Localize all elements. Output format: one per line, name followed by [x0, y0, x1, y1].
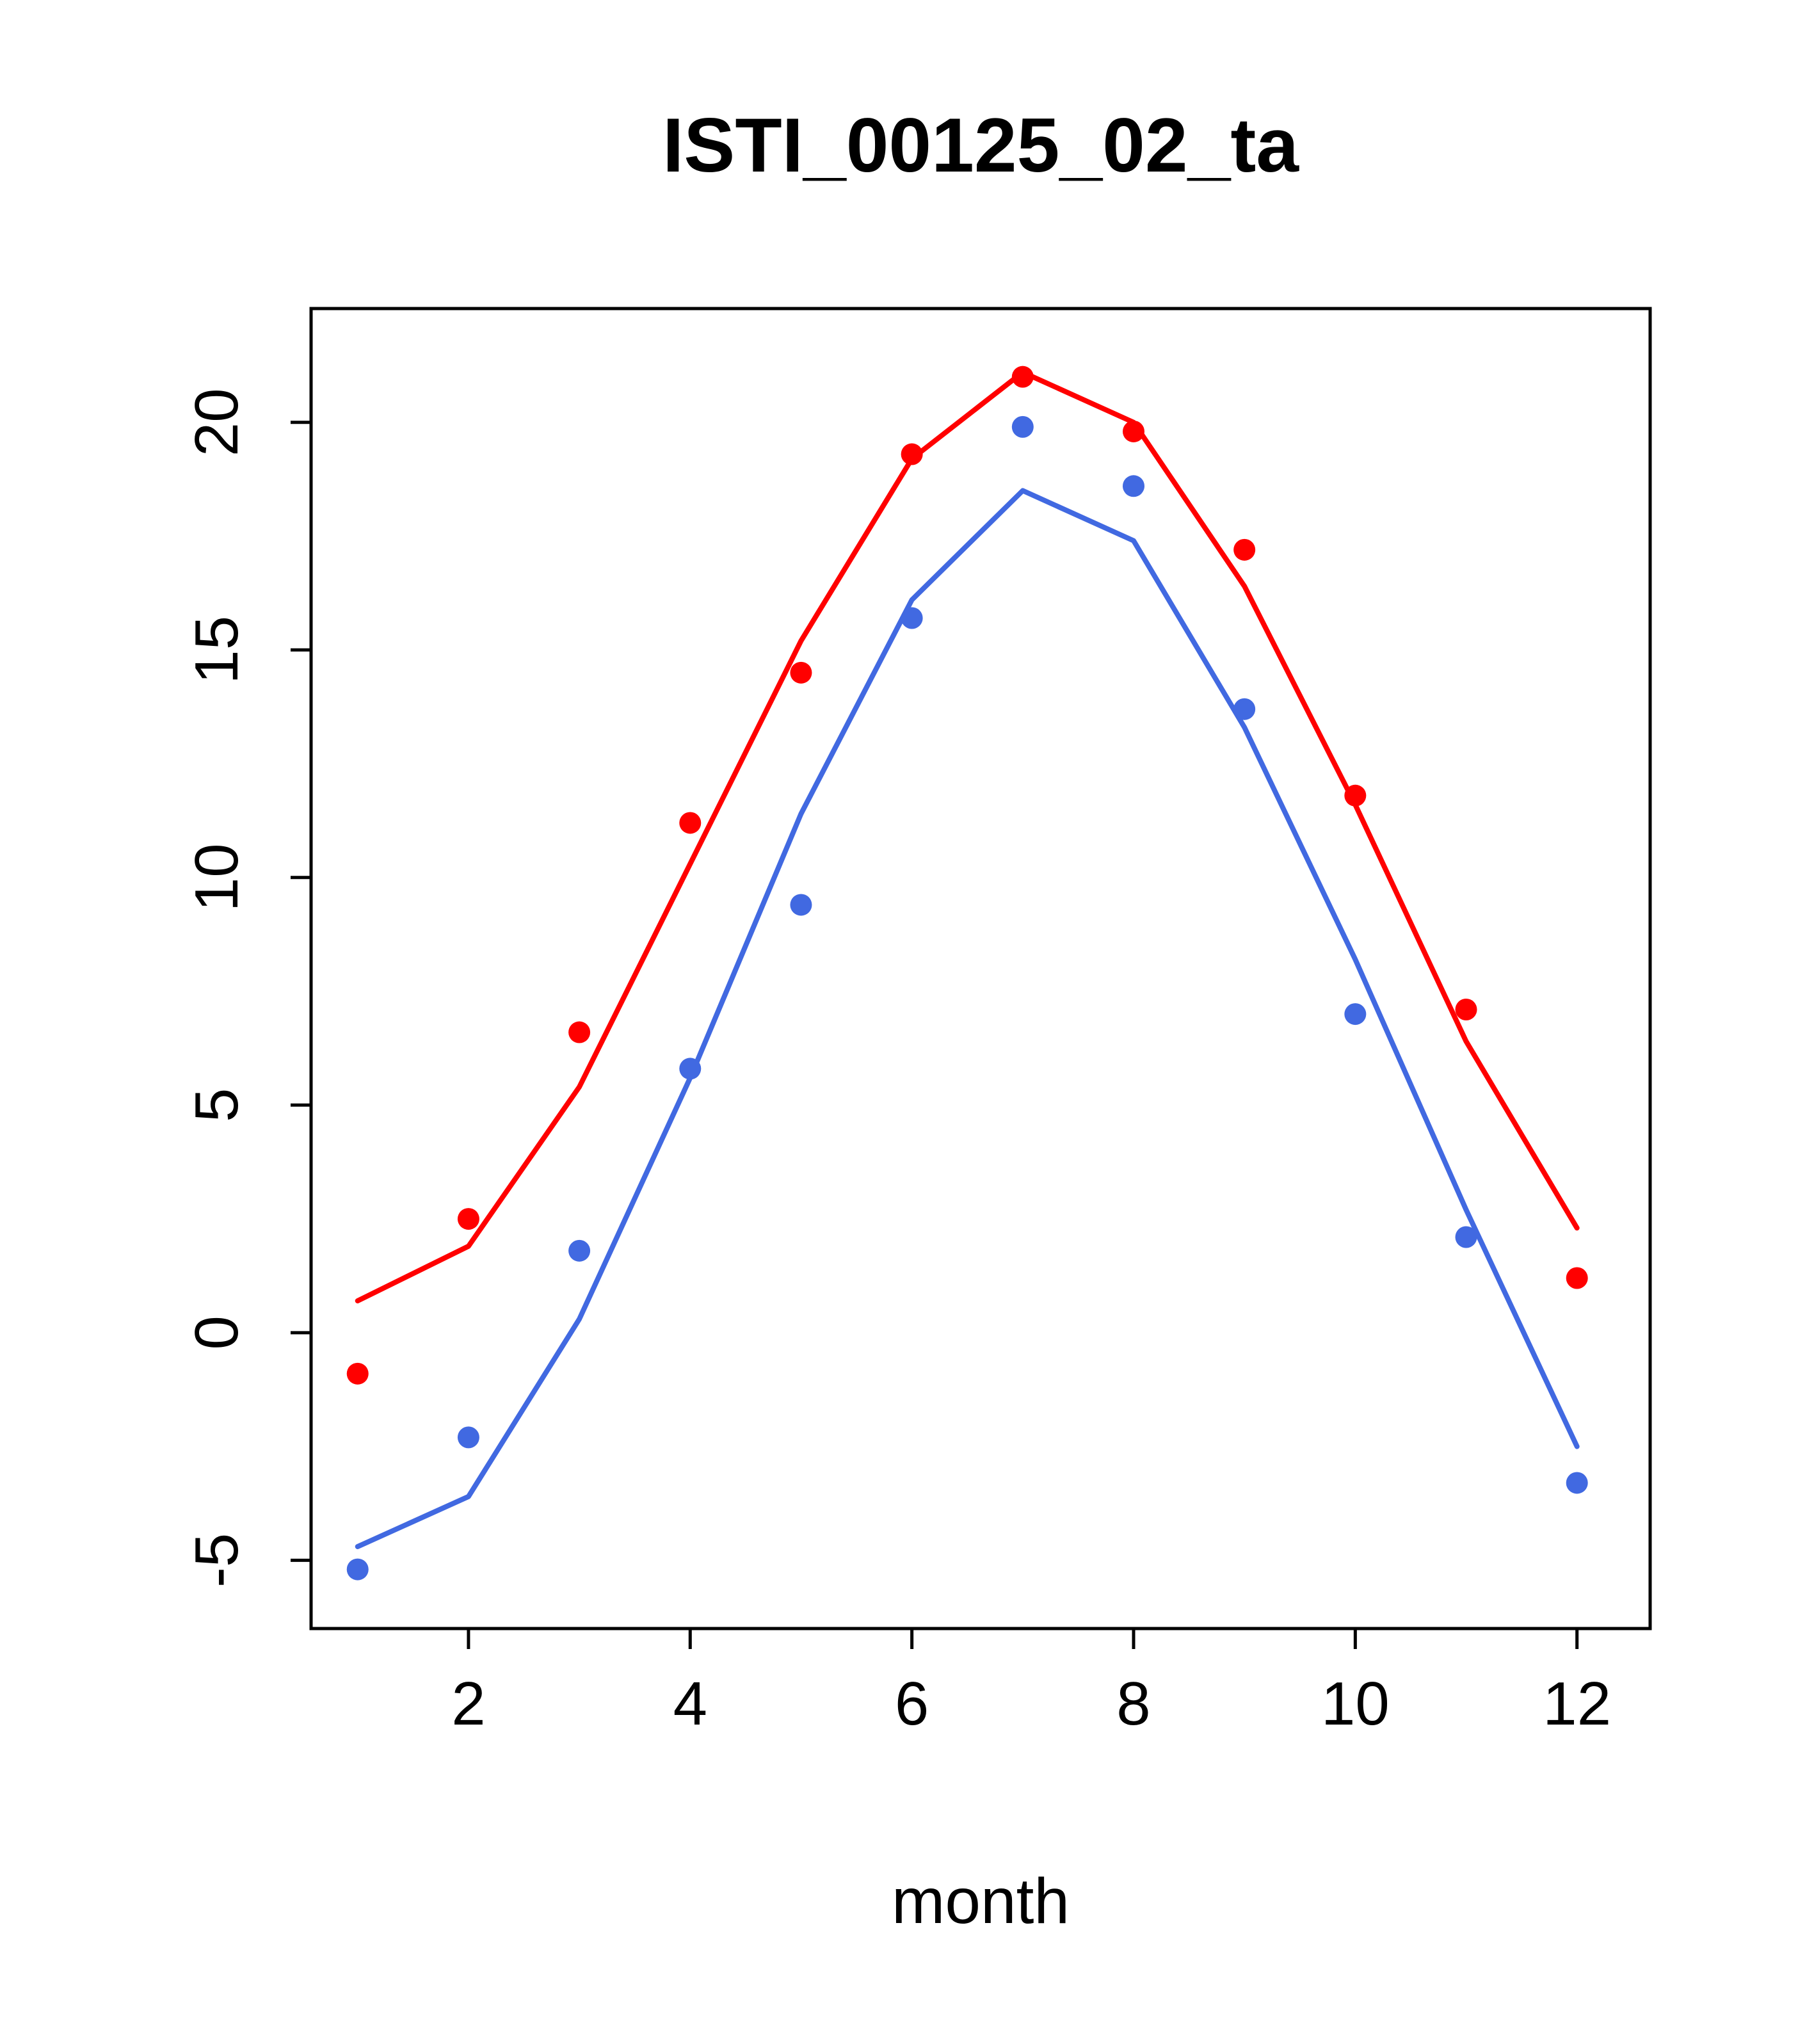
red-observed-points-point [679, 812, 702, 834]
x-tick-label: 4 [673, 1670, 707, 1738]
red-observed-points-point [1455, 998, 1477, 1020]
red-observed-points-point [1122, 420, 1144, 442]
x-axis-label: month [892, 1865, 1070, 1937]
plot-border [309, 307, 1652, 1630]
blue-observed-points-point [1011, 415, 1034, 438]
red-observed-points-point [346, 1362, 369, 1385]
y-tick-label: 5 [182, 1088, 251, 1122]
y-tick-label: 10 [182, 843, 251, 912]
blue-observed-points-point [1122, 475, 1144, 497]
red-observed-points-point [1233, 538, 1256, 561]
red-fitted-line [355, 369, 1580, 1304]
blue-observed-points-point [457, 1426, 479, 1449]
red-observed-points-point [1344, 784, 1367, 807]
x-tick-label: 6 [895, 1670, 929, 1738]
x-tick-label: 10 [1321, 1670, 1390, 1738]
blue-observed-points-point [901, 607, 923, 629]
x-tick-label: 2 [451, 1670, 485, 1738]
red-observed-points-point [568, 1021, 591, 1043]
blue-fitted-line [355, 488, 1580, 1550]
blue-observed-points-point [679, 1058, 702, 1080]
y-tick-label: -5 [182, 1533, 251, 1588]
blue-observed-points-point [1455, 1226, 1477, 1248]
blue-observed-points-point [1233, 698, 1256, 720]
blue-observed-points-point [346, 1558, 369, 1581]
blue-observed-points-point [1344, 1003, 1367, 1026]
x-tick-label: 12 [1543, 1670, 1611, 1738]
blue-observed-points-point [790, 894, 812, 916]
red-observed-points-point [901, 443, 923, 465]
y-tick-label: 15 [182, 616, 251, 684]
y-tick-label: 0 [182, 1316, 251, 1349]
red-observed-points-point [457, 1208, 479, 1230]
blue-observed-points-point [568, 1239, 591, 1262]
red-observed-points-point [790, 661, 812, 684]
red-observed-points-point [1011, 366, 1034, 388]
x-tick-label: 8 [1116, 1670, 1150, 1738]
y-tick-label: 20 [182, 388, 251, 456]
red-observed-points-point [1566, 1267, 1588, 1289]
chart-title: ISTI_00125_02_ta [662, 102, 1299, 188]
blue-observed-points-point [1566, 1472, 1588, 1494]
